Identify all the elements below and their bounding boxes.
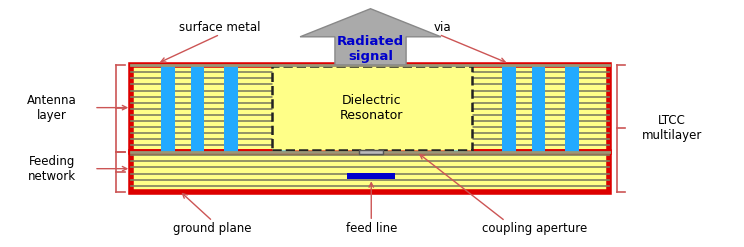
Bar: [347, 173, 395, 179]
Text: Radiated
signal: Radiated signal: [337, 35, 404, 63]
Polygon shape: [300, 9, 441, 65]
Bar: [131, 65, 609, 152]
Bar: [280, 65, 293, 152]
Text: surface metal: surface metal: [179, 21, 261, 34]
Bar: [532, 65, 545, 152]
Text: ground plane: ground plane: [173, 222, 252, 235]
Bar: [225, 65, 238, 152]
FancyBboxPatch shape: [272, 66, 472, 150]
Bar: [161, 65, 175, 152]
Text: via: via: [434, 21, 451, 34]
Text: LTCC
multilayer: LTCC multilayer: [642, 114, 702, 142]
Bar: [502, 65, 516, 152]
Text: coupling aperture: coupling aperture: [482, 222, 588, 235]
Bar: [191, 65, 205, 152]
Bar: [131, 152, 609, 192]
Bar: [565, 65, 579, 152]
Text: Dielectric
Resonator: Dielectric Resonator: [339, 94, 403, 122]
Bar: [451, 65, 464, 152]
Text: Antenna
layer: Antenna layer: [27, 94, 77, 122]
Bar: [359, 150, 383, 154]
Text: feed line: feed line: [345, 222, 397, 235]
Text: Feeding
network: Feeding network: [28, 155, 76, 183]
